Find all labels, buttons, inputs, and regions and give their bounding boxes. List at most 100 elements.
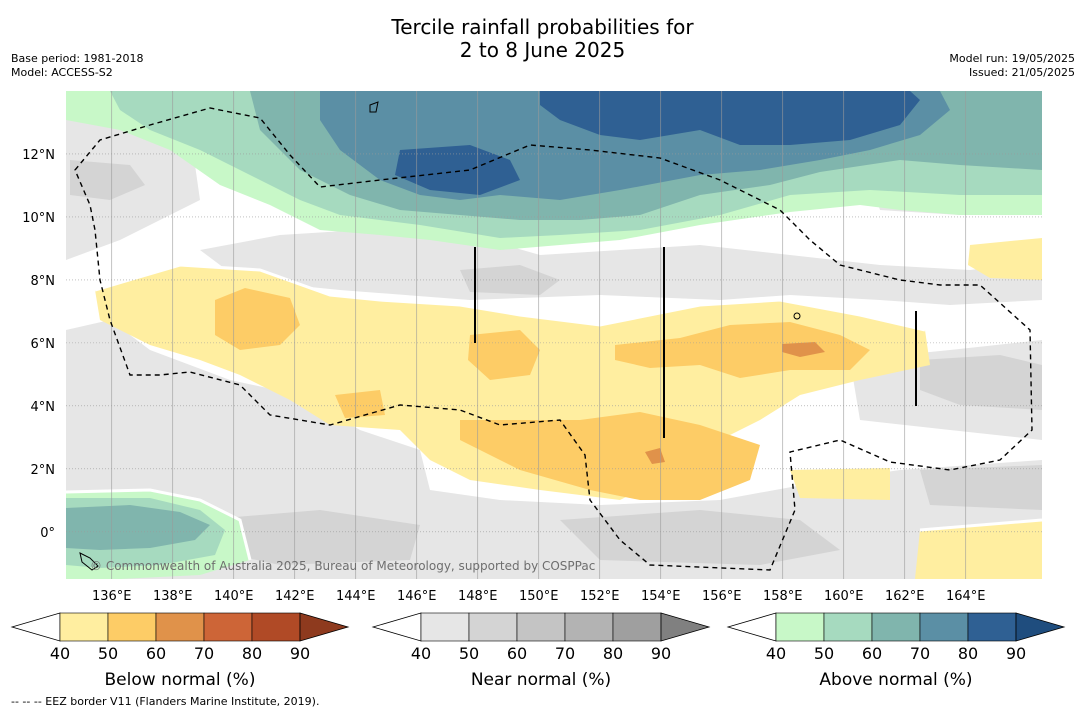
island-1	[369, 101, 379, 113]
below-50-west-2	[335, 390, 385, 418]
colorbar-tick: 80	[958, 644, 978, 663]
colorbar-near-max-extend	[660, 612, 711, 642]
eez-border-palau-fsm	[74, 107, 1033, 571]
colorbar-below-segment	[59, 612, 109, 642]
colorbar-below-segment	[155, 612, 205, 642]
colorbar-above-segment	[919, 612, 969, 642]
colorbar-below-min-extend	[10, 612, 61, 642]
near-50-west-1	[70, 160, 145, 200]
copyright-text: © Commonwealth of Australia 2025, Bureau…	[90, 559, 595, 573]
lon-label: 148°E	[458, 589, 498, 604]
colorbar-above-label: Above normal (%)	[819, 670, 972, 690]
lon-label: 160°E	[824, 589, 864, 604]
colorbar-tick: 60	[862, 644, 882, 663]
colorbar-near-segment	[468, 612, 518, 642]
colorbar-tick: 50	[459, 644, 479, 663]
colorbar-above-segment	[871, 612, 921, 642]
meridian-markers	[474, 247, 917, 438]
map-fields	[66, 91, 1042, 579]
colorbar-below-segment	[107, 612, 157, 642]
colorbar-below: 40 50 60 70 80 90 Below normal (%)	[10, 612, 350, 690]
colorbar-tick: 40	[411, 644, 431, 663]
lat-label: 12°N	[22, 148, 55, 163]
below-40-south-mid	[790, 468, 890, 500]
colorbar-near-segment	[420, 612, 470, 642]
lon-label: 142°E	[275, 589, 315, 604]
colorbar-near-label: Near normal (%)	[471, 670, 611, 690]
lat-label: 6°N	[31, 337, 56, 352]
meta-left: Base period: 1981-2018 Model: ACCESS-S2	[11, 52, 143, 80]
colorbar-near-segment	[612, 612, 662, 642]
near-50-south-2	[560, 510, 840, 565]
colorbars: 40 50 60 70 80 90 Below normal (%) 40 50 60 70 80 90…	[10, 612, 1066, 690]
island-2	[793, 312, 801, 320]
colorbar-tick: 90	[290, 644, 310, 663]
colorbar-tick: 50	[814, 644, 834, 663]
below-50-east	[615, 322, 870, 378]
longitude-labels: 136°E 138°E 140°E 142°E 144°E 146°E 148°E 150°E…	[92, 589, 986, 604]
lon-label: 156°E	[702, 589, 742, 604]
colorbar-tick: 90	[651, 644, 671, 663]
white-contour-1	[94, 263, 926, 332]
colorbar-above-max-extend	[1015, 612, 1066, 642]
near-50-east-1	[920, 355, 1042, 410]
issued-text: Issued: 21/05/2025	[968, 66, 1075, 79]
near-50-south-1	[200, 510, 420, 565]
map-title-line2: 2 to 8 June 2025	[459, 38, 626, 62]
below-40-far-east	[968, 238, 1042, 280]
colorbar-tick: 60	[507, 644, 527, 663]
colorbar-below-label: Below normal (%)	[105, 670, 256, 690]
lat-label: 4°N	[31, 400, 56, 415]
lon-label: 146°E	[397, 589, 437, 604]
above-80-north	[540, 91, 920, 145]
near-50-south-east	[920, 465, 1042, 510]
colorbar-above-segment	[775, 612, 825, 642]
colorbar-above-min-extend	[726, 612, 777, 642]
colorbar-tick: 80	[603, 644, 623, 663]
lat-label: 0°	[40, 526, 55, 541]
colorbar-tick: 70	[910, 644, 930, 663]
colorbar-below-max-extend	[299, 612, 350, 642]
lon-label: 144°E	[336, 589, 376, 604]
colorbar-near-min-extend	[371, 612, 422, 642]
lat-label: 10°N	[22, 211, 55, 226]
graticule	[66, 91, 1042, 579]
colorbar-above: 40 50 60 70 80 90 Above normal (%)	[726, 612, 1066, 690]
eez-borders	[74, 107, 1033, 571]
model-run-text: Model run: 19/05/2025	[949, 52, 1075, 65]
white-contour-3	[919, 518, 1042, 532]
latitude-labels: 12°N 10°N 8°N 6°N 4°N 2°N 0°	[22, 148, 55, 541]
lon-label: 138°E	[153, 589, 193, 604]
below-50-south	[460, 412, 760, 500]
colorbar-below-segment	[203, 612, 253, 642]
colorbar-tick: 90	[1006, 644, 1026, 663]
below-40-south-east	[915, 520, 1042, 579]
lon-label: 154°E	[641, 589, 681, 604]
colorbar-below-segment	[251, 612, 301, 642]
below-40-main	[95, 265, 930, 500]
above-60-southwest	[66, 505, 210, 550]
white-contour-2	[66, 488, 252, 561]
model-text: Model: ACCESS-S2	[11, 66, 113, 79]
base-period-text: Base period: 1981-2018	[11, 52, 144, 65]
lon-label: 150°E	[519, 589, 559, 604]
below-60-south	[645, 448, 665, 464]
colorbar-near: 40 50 60 70 80 90 Near normal (%)	[371, 612, 711, 690]
above-80-north-2	[395, 145, 520, 195]
island-3	[79, 552, 99, 571]
lon-label: 164°E	[946, 589, 986, 604]
near-40-center-north	[200, 230, 1042, 305]
below-50-center	[468, 330, 540, 380]
colorbar-tick: 60	[146, 644, 166, 663]
colorbar-near-segment	[516, 612, 566, 642]
lon-label: 152°E	[580, 589, 620, 604]
eez-footnote: -- -- -- EEZ border V11 (Flanders Marine…	[11, 695, 320, 708]
colorbar-near-segment	[564, 612, 614, 642]
map-title-line1: Tercile rainfall probabilities for	[391, 15, 694, 39]
colorbar-tick: 40	[766, 644, 786, 663]
colorbar-tick: 40	[50, 644, 70, 663]
lon-label: 162°E	[885, 589, 925, 604]
lon-label: 136°E	[92, 589, 132, 604]
below-60-east	[782, 342, 825, 357]
colorbar-tick: 70	[194, 644, 214, 663]
